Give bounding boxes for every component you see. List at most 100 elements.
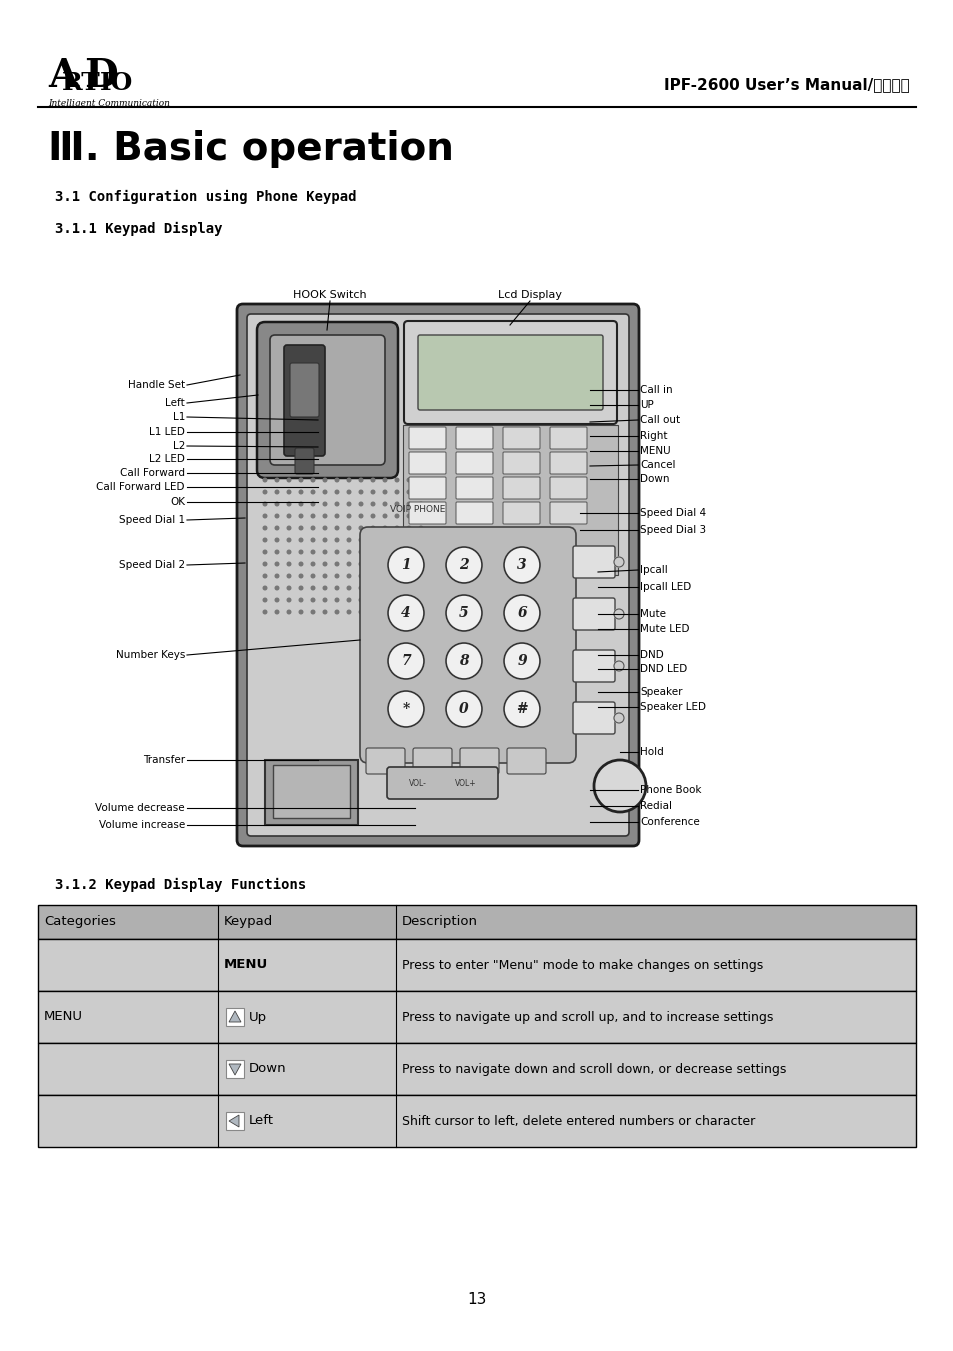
Circle shape (347, 503, 351, 505)
Circle shape (335, 478, 338, 482)
Text: *: * (402, 703, 409, 716)
Text: Handle Set: Handle Set (128, 380, 185, 390)
Circle shape (311, 526, 314, 530)
Circle shape (347, 478, 351, 482)
Bar (38, 1096, 915, 1147)
Text: 9: 9 (517, 654, 526, 667)
Circle shape (359, 503, 362, 505)
Circle shape (323, 526, 327, 530)
Circle shape (263, 478, 267, 482)
Circle shape (407, 598, 411, 601)
Text: 7: 7 (401, 654, 411, 667)
Text: Intelligent Communication: Intelligent Communication (48, 99, 170, 108)
Circle shape (418, 550, 422, 554)
Circle shape (395, 562, 398, 566)
Text: #: # (516, 703, 527, 716)
FancyBboxPatch shape (417, 335, 602, 409)
Circle shape (503, 643, 539, 680)
Circle shape (383, 538, 386, 542)
Circle shape (287, 550, 291, 554)
Circle shape (418, 586, 422, 590)
Circle shape (347, 574, 351, 578)
Text: Description: Description (401, 916, 477, 928)
FancyBboxPatch shape (366, 748, 405, 774)
Text: Call in: Call in (639, 385, 672, 394)
Polygon shape (273, 765, 350, 817)
Text: Cancel: Cancel (639, 459, 675, 470)
Text: L2: L2 (172, 440, 185, 451)
Circle shape (418, 562, 422, 566)
Circle shape (446, 547, 481, 584)
Text: Ⅲ. Basic operation: Ⅲ. Basic operation (48, 130, 454, 168)
Circle shape (446, 643, 481, 680)
Circle shape (503, 690, 539, 727)
Circle shape (287, 562, 291, 566)
Text: DND: DND (639, 650, 663, 661)
Text: 6: 6 (517, 607, 526, 620)
Circle shape (263, 490, 267, 494)
Bar (38, 939, 915, 992)
Circle shape (263, 611, 267, 613)
Circle shape (323, 574, 327, 578)
Circle shape (395, 598, 398, 601)
Text: Keypad: Keypad (224, 916, 273, 928)
Bar (38, 1043, 915, 1096)
FancyBboxPatch shape (409, 427, 446, 449)
Circle shape (274, 538, 278, 542)
FancyBboxPatch shape (502, 503, 539, 524)
Text: Call Forward LED: Call Forward LED (96, 482, 185, 492)
Circle shape (263, 515, 267, 517)
Circle shape (274, 490, 278, 494)
Circle shape (359, 550, 362, 554)
Circle shape (311, 478, 314, 482)
Polygon shape (229, 1115, 239, 1127)
Circle shape (407, 574, 411, 578)
Circle shape (274, 478, 278, 482)
FancyBboxPatch shape (573, 546, 615, 578)
Circle shape (335, 550, 338, 554)
Circle shape (418, 503, 422, 505)
Text: Left: Left (165, 399, 185, 408)
Circle shape (263, 574, 267, 578)
Text: 3: 3 (517, 558, 526, 571)
Text: 4: 4 (401, 607, 411, 620)
FancyBboxPatch shape (550, 503, 586, 524)
FancyBboxPatch shape (456, 503, 493, 524)
Circle shape (407, 611, 411, 613)
Bar (38, 905, 915, 939)
FancyBboxPatch shape (502, 453, 539, 474)
Circle shape (263, 586, 267, 590)
Circle shape (371, 611, 375, 613)
Text: 5: 5 (458, 607, 468, 620)
FancyBboxPatch shape (294, 449, 314, 474)
Circle shape (395, 611, 398, 613)
Text: Transfer: Transfer (143, 755, 185, 765)
Circle shape (347, 538, 351, 542)
Circle shape (323, 611, 327, 613)
Text: Speed Dial 4: Speed Dial 4 (639, 508, 705, 517)
Text: Down: Down (249, 1062, 286, 1075)
Circle shape (383, 478, 386, 482)
Circle shape (323, 538, 327, 542)
Text: 3.1 Configuration using Phone Keypad: 3.1 Configuration using Phone Keypad (55, 190, 356, 204)
Circle shape (274, 574, 278, 578)
FancyBboxPatch shape (359, 527, 576, 763)
Circle shape (371, 586, 375, 590)
FancyBboxPatch shape (409, 503, 446, 524)
Circle shape (311, 574, 314, 578)
Circle shape (287, 574, 291, 578)
Circle shape (418, 611, 422, 613)
Circle shape (371, 490, 375, 494)
Circle shape (335, 515, 338, 517)
Circle shape (347, 562, 351, 566)
Circle shape (274, 586, 278, 590)
Text: MENU: MENU (224, 958, 268, 971)
Circle shape (614, 713, 623, 723)
Text: Shift cursor to left, delete entered numbers or character: Shift cursor to left, delete entered num… (401, 1115, 755, 1128)
FancyBboxPatch shape (403, 322, 617, 424)
Circle shape (503, 594, 539, 631)
Circle shape (446, 690, 481, 727)
Text: Left: Left (249, 1115, 274, 1128)
Text: 3.1.2 Keypad Display Functions: 3.1.2 Keypad Display Functions (55, 878, 306, 892)
Circle shape (287, 515, 291, 517)
